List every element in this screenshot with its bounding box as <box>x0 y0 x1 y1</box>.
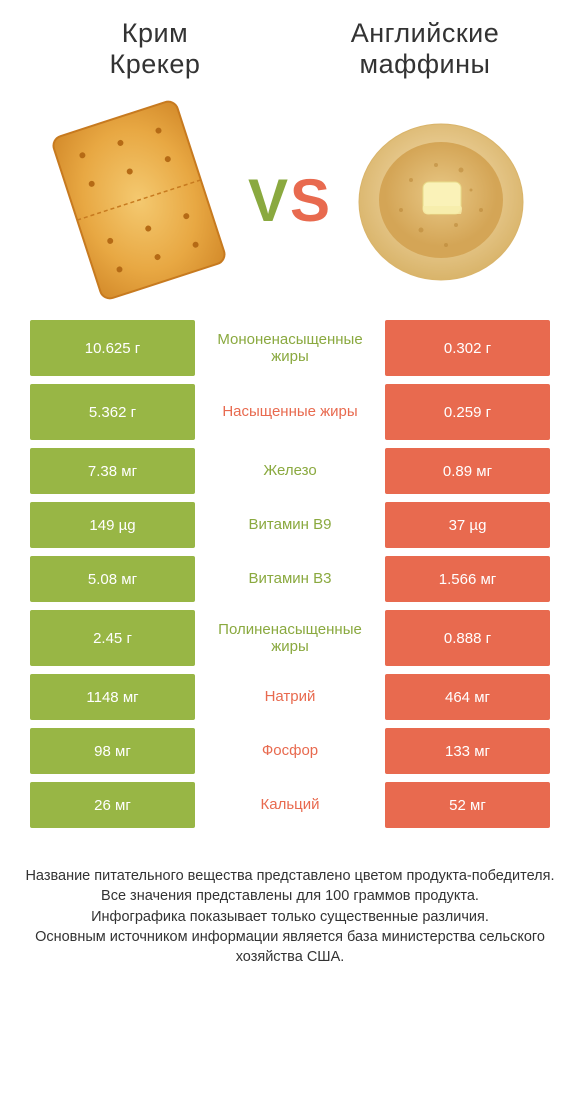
vs-label: VS <box>248 166 332 235</box>
table-row: 26 мгКальций52 мг <box>30 782 550 828</box>
muffin-image <box>332 100 550 300</box>
nutrient-label: Витамин B9 <box>195 502 385 548</box>
nutrient-label: Полиненасыщенные жиры <box>195 610 385 666</box>
left-value: 2.45 г <box>30 610 195 666</box>
left-value: 7.38 мг <box>30 448 195 494</box>
footer-line2: Все значения представлены для 100 граммо… <box>25 886 555 906</box>
right-value: 52 мг <box>385 782 550 828</box>
right-value: 0.259 г <box>385 384 550 440</box>
nutrient-label: Натрий <box>195 674 385 720</box>
table-row: 98 мгФосфор133 мг <box>30 728 550 774</box>
left-title-line1: Крим <box>122 18 188 49</box>
footer-line4: Основным источником информации является … <box>25 927 555 968</box>
left-title-col: Крим Крекер <box>20 18 290 80</box>
left-value: 10.625 г <box>30 320 195 376</box>
left-value: 5.08 мг <box>30 556 195 602</box>
images-row: VS <box>0 90 580 320</box>
table-row: 5.362 гНасыщенные жиры0.259 г <box>30 384 550 440</box>
right-value: 133 мг <box>385 728 550 774</box>
right-title-line1: Английские <box>351 18 500 49</box>
cracker-image <box>30 100 248 300</box>
infographic-container: Крим Крекер Английские маффины <box>0 0 580 1114</box>
footer-line1: Название питательного вещества представл… <box>25 866 555 886</box>
table-row: 2.45 гПолиненасыщенные жиры0.888 г <box>30 610 550 666</box>
left-value: 98 мг <box>30 728 195 774</box>
vs-s: S <box>290 167 332 234</box>
nutrient-label: Витамин B3 <box>195 556 385 602</box>
right-title-col: Английские маффины <box>290 18 560 80</box>
nutrient-label: Фосфор <box>195 728 385 774</box>
nutrient-label: Железо <box>195 448 385 494</box>
table-row: 5.08 мгВитамин B31.566 мг <box>30 556 550 602</box>
left-title-line2: Крекер <box>110 49 201 80</box>
right-value: 464 мг <box>385 674 550 720</box>
vs-v: V <box>248 167 290 234</box>
cracker-icon <box>38 87 239 314</box>
header: Крим Крекер Английские маффины <box>0 0 580 90</box>
nutrient-label: Насыщенные жиры <box>195 384 385 440</box>
table-row: 7.38 мгЖелезо0.89 мг <box>30 448 550 494</box>
footer: Название питательного вещества представл… <box>0 836 580 967</box>
footer-line3: Инфографика показывает только существенн… <box>25 907 555 927</box>
left-value: 149 µg <box>30 502 195 548</box>
right-value: 0.302 г <box>385 320 550 376</box>
muffin-icon <box>351 110 531 290</box>
right-value: 0.89 мг <box>385 448 550 494</box>
nutrient-label: Мононенасыщенные жиры <box>195 320 385 376</box>
left-value: 26 мг <box>30 782 195 828</box>
left-value: 1148 мг <box>30 674 195 720</box>
table-row: 10.625 гМононенасыщенные жиры0.302 г <box>30 320 550 376</box>
table-row: 1148 мгНатрий464 мг <box>30 674 550 720</box>
table-row: 149 µgВитамин B937 µg <box>30 502 550 548</box>
left-value: 5.362 г <box>30 384 195 440</box>
right-value: 37 µg <box>385 502 550 548</box>
right-value: 1.566 мг <box>385 556 550 602</box>
comparison-table: 10.625 гМононенасыщенные жиры0.302 г 5.36… <box>0 320 580 836</box>
nutrient-label: Кальций <box>195 782 385 828</box>
right-title-line2: маффины <box>360 49 491 80</box>
right-value: 0.888 г <box>385 610 550 666</box>
